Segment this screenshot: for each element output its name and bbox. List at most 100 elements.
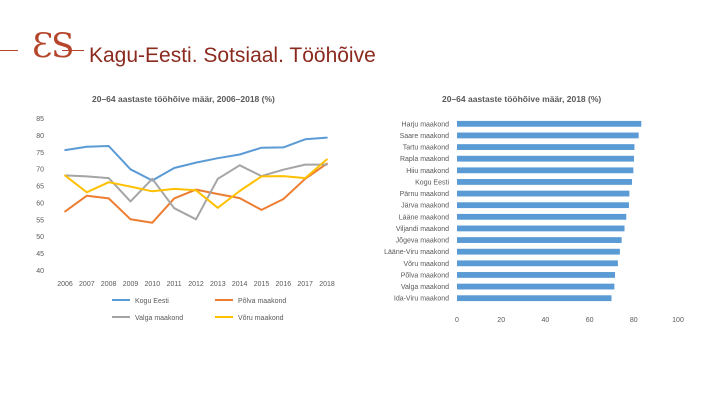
bar (457, 272, 616, 278)
bar (457, 237, 622, 243)
x-tick-label: 2006 (57, 281, 73, 288)
data-point (282, 175, 285, 177)
category-label: Võru maakond (403, 261, 449, 268)
logo-text: ƐS (32, 26, 75, 66)
x-tick-label: 2015 (254, 281, 270, 288)
data-point (326, 163, 328, 166)
x-tick-label: 2014 (232, 281, 248, 288)
data-point (107, 197, 110, 200)
y-tick-label: 65 (36, 184, 44, 191)
data-point (326, 136, 328, 139)
y-tick-label: 70 (36, 167, 44, 174)
data-point (195, 189, 197, 192)
category-label: Põlva maakond (401, 272, 449, 279)
bar (457, 225, 625, 232)
category-label: Harju maakond (402, 121, 450, 128)
category-label: Lääne-Viru maakond (384, 249, 449, 256)
data-point (260, 209, 263, 211)
x-tick-label: 2016 (276, 281, 292, 288)
data-point (129, 185, 132, 188)
page-title: Kagu-Eesti. Sotsiaal. Tööhõive (89, 44, 376, 67)
data-point (107, 181, 110, 183)
data-point (238, 197, 241, 199)
x-tick-label: 40 (542, 317, 550, 324)
category-label: Tartu maakond (403, 145, 449, 152)
data-point (151, 178, 154, 180)
y-tick-label: 40 (36, 268, 44, 275)
data-point (238, 164, 241, 167)
x-tick-label: 2017 (297, 281, 313, 288)
data-point (151, 190, 154, 193)
series-line-põlva-maakond (64, 162, 328, 224)
data-point (260, 175, 263, 178)
x-tick-label: 2018 (319, 281, 335, 288)
category-label: Saare maakond (400, 133, 450, 140)
category-label: Rapla maakond (400, 156, 449, 163)
data-point (129, 200, 132, 203)
category-label: Viljandi maakond (396, 226, 449, 233)
x-tick-label: 2012 (188, 281, 204, 288)
data-point (304, 138, 306, 141)
category-label: Jõgeva maakond (396, 238, 449, 245)
data-point (151, 221, 154, 224)
data-point (173, 167, 175, 169)
series-line-kogu-eesti (64, 136, 328, 182)
data-point (86, 194, 88, 197)
data-point (282, 168, 285, 171)
data-point (64, 210, 66, 213)
data-point (86, 175, 88, 178)
bar (457, 248, 620, 255)
series-line-valga-maakond (64, 163, 327, 221)
x-tick-label: 2009 (123, 281, 139, 288)
data-point (238, 190, 241, 192)
y-tick-label: 75 (36, 150, 44, 157)
data-point (238, 153, 241, 156)
legend-label: Põlva maakond (238, 298, 286, 305)
y-tick-label: 50 (36, 234, 44, 241)
data-point (304, 177, 306, 179)
legend-label: Võru maakond (238, 315, 284, 322)
x-tick-label: 0 (455, 317, 459, 324)
series-line-võru-maakond (64, 158, 328, 209)
category-label: Hiiu maakond (406, 168, 449, 175)
data-point (217, 178, 219, 180)
logo: ƐS (0, 14, 84, 66)
data-point (173, 188, 175, 190)
data-point (64, 149, 66, 151)
logo-line-right (62, 50, 84, 51)
y-tick-label: 60 (36, 200, 44, 207)
data-point (86, 191, 88, 194)
x-tick-label: 80 (630, 317, 638, 324)
bar (457, 155, 635, 162)
x-tick-label: 2010 (145, 281, 161, 288)
x-tick-label: 20 (497, 317, 505, 324)
y-tick-label: 55 (36, 217, 44, 224)
data-point (260, 146, 263, 149)
bar (457, 260, 618, 267)
category-label: Valga maakond (401, 284, 449, 291)
x-tick-label: 2008 (101, 281, 117, 288)
bar (457, 132, 639, 139)
data-point (107, 145, 110, 147)
x-tick-label: 2007 (79, 281, 95, 288)
y-tick-label: 45 (36, 251, 44, 258)
x-tick-label: 2013 (210, 281, 226, 288)
legend-label: Kogu Eesti (135, 298, 169, 305)
category-label: Lääne maakond (399, 214, 449, 221)
bar (457, 144, 635, 150)
data-point (86, 145, 88, 148)
y-tick-label: 85 (36, 116, 44, 123)
legend-label: Valga maakond (135, 315, 183, 322)
data-point (282, 146, 285, 149)
bar (457, 295, 612, 302)
bar (457, 167, 634, 174)
x-tick-label: 100 (672, 317, 684, 324)
data-point (304, 163, 306, 166)
bar (457, 213, 627, 220)
category-label: Ida-Viru maakond (394, 296, 449, 303)
data-point (129, 168, 132, 171)
data-point (129, 218, 132, 221)
data-point (217, 157, 219, 159)
x-tick-label: 60 (586, 317, 594, 324)
